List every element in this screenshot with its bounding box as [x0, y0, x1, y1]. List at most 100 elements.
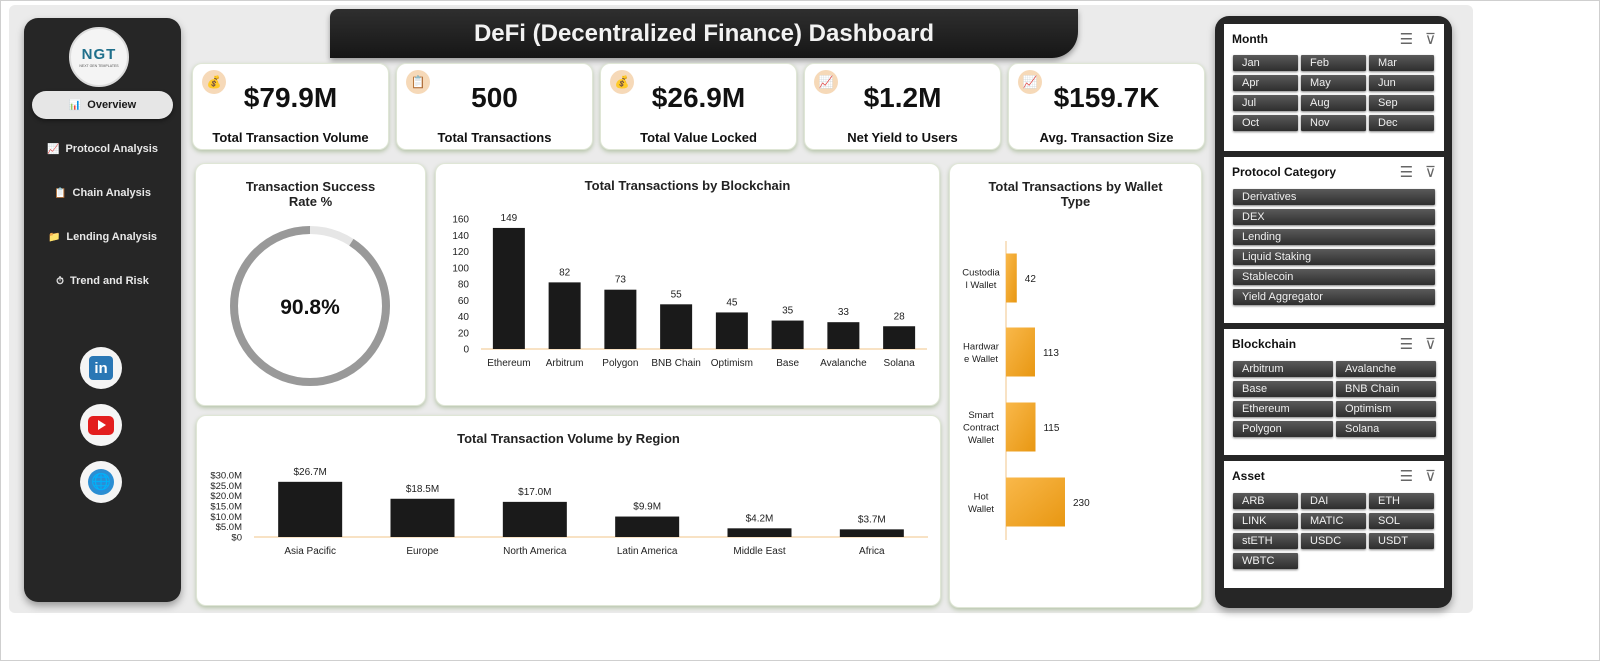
- slicer-item[interactable]: BNB Chain: [1336, 381, 1436, 397]
- sidebar-item-lending-analysis[interactable]: 📁 Lending Analysis: [32, 223, 173, 251]
- bar: [615, 516, 680, 537]
- slicer-item[interactable]: Solana: [1336, 421, 1436, 437]
- wallet-chart-title: Total Transactions by Wallet Type: [988, 179, 1163, 209]
- slicer-item[interactable]: Avalanche: [1336, 361, 1436, 377]
- bar: [1006, 402, 1036, 452]
- linkedin-button[interactable]: in: [80, 347, 122, 389]
- sidebar-item-chain-analysis[interactable]: 📋 Chain Analysis: [32, 179, 173, 207]
- slicer-item[interactable]: Oct: [1233, 115, 1298, 131]
- slicer-item[interactable]: MATIC: [1301, 513, 1366, 529]
- multi-select-icon[interactable]: ☰: [1399, 336, 1414, 353]
- slicer-item[interactable]: Liquid Staking: [1233, 249, 1435, 265]
- youtube-button[interactable]: [80, 404, 122, 446]
- y-tick-label: Custodia: [962, 267, 1000, 278]
- slicer-item[interactable]: Nov: [1301, 115, 1366, 131]
- sidebar-item-label: Protocol Analysis: [65, 143, 158, 155]
- logo-text: NGT: [81, 46, 117, 63]
- multi-select-icon[interactable]: ☰: [1399, 31, 1414, 48]
- slicer-item[interactable]: Optimism: [1336, 401, 1436, 417]
- y-tick-label: $20.0M: [210, 491, 242, 502]
- x-tick-label: Asia Pacific: [284, 546, 336, 557]
- slicer-item[interactable]: Yield Aggregator: [1233, 289, 1435, 305]
- slicer-item[interactable]: Derivatives: [1233, 189, 1435, 205]
- data-label: 28: [894, 311, 906, 322]
- bar: [492, 227, 525, 349]
- slicer-title: Protocol Category: [1232, 165, 1337, 179]
- wallet-bar-chart: 42 Custodia l Wallet 113 Hardwar e Wallet 115 S…: [962, 241, 1090, 540]
- sidebar-item-trend-and-risk[interactable]: ⏱ Trend and Risk: [32, 267, 173, 295]
- slicer-item[interactable]: Jul: [1233, 95, 1298, 111]
- slicer-item[interactable]: Lending: [1233, 229, 1435, 245]
- slicer-item[interactable]: ETH: [1369, 493, 1434, 509]
- kpi-label: Avg. Transaction Size: [1039, 130, 1174, 145]
- data-label: 42: [1025, 274, 1037, 285]
- logo-subtext: NEXT GEN TEMPLATES: [79, 64, 119, 68]
- x-tick-label: Middle East: [733, 546, 785, 557]
- slicer-toolbar: ☰ ⊽: [1400, 163, 1436, 181]
- slicer-item[interactable]: LINK: [1233, 513, 1298, 529]
- region-bar-chart: $0$5.0M$10.0M$15.0M$20.0M$25.0M$30.0M $26…: [210, 467, 928, 557]
- clear-filter-icon[interactable]: ⊽: [1425, 336, 1436, 353]
- kpi-label: Total Value Locked: [640, 130, 757, 145]
- slicer-item[interactable]: Polygon: [1233, 421, 1333, 437]
- slicer-item[interactable]: Mar: [1369, 55, 1434, 71]
- line-chart-icon: 📈: [47, 143, 60, 155]
- kpi-card: 📋 500 Total Transactions: [396, 63, 593, 150]
- slicer-item[interactable]: Jun: [1369, 75, 1434, 91]
- x-tick-label: North America: [503, 546, 567, 557]
- slicer-item[interactable]: DAI: [1301, 493, 1366, 509]
- slicer-item[interactable]: Aug: [1301, 95, 1366, 111]
- slicer-item[interactable]: Base: [1233, 381, 1333, 397]
- slicer-item[interactable]: USDC: [1301, 533, 1366, 549]
- slicer-item[interactable]: Feb: [1301, 55, 1366, 71]
- sidebar: NGT NEXT GEN TEMPLATES 📊 Overview 📈 Protoco…: [24, 18, 181, 602]
- slicer-item[interactable]: Sep: [1369, 95, 1434, 111]
- slicer-item[interactable]: Dec: [1369, 115, 1434, 131]
- slicer-item[interactable]: stETH: [1233, 533, 1298, 549]
- slicer-item[interactable]: SOL: [1369, 513, 1434, 529]
- blockchain-chart-title: Total Transactions by Blockchain: [584, 178, 791, 193]
- x-tick-label: Ethereum: [487, 358, 530, 369]
- kpi-label: Total Transactions: [437, 130, 552, 145]
- slicer-item[interactable]: Jan: [1233, 55, 1298, 71]
- sidebar-item-label: Lending Analysis: [66, 231, 158, 243]
- blockchain-bar-chart: 0 20 40 60 80 100 120 140 160 149 Ethereum 82 Arbitr…: [452, 213, 927, 369]
- slicer-month: Month ☰ ⊽ Jan Feb Mar Apr May Jun Jul Aug Sep Oct Nov…: [1224, 24, 1444, 151]
- line-chart-icon: 📈: [1018, 70, 1042, 94]
- y-tick-label: Wallet: [968, 504, 994, 515]
- folder-icon: 📁: [47, 231, 61, 243]
- slicer-item[interactable]: Ethereum: [1233, 401, 1333, 417]
- sidebar-item-protocol-analysis[interactable]: 📈 Protocol Analysis: [32, 135, 173, 163]
- slicer-item[interactable]: ARB: [1233, 493, 1298, 509]
- slicer-toolbar: ☰ ⊽: [1400, 30, 1436, 48]
- y-tick-label: 40: [458, 312, 470, 323]
- slicer-item[interactable]: May: [1301, 75, 1366, 91]
- clipboard-icon: 📋: [54, 187, 67, 199]
- region-chart-title: Total Transaction Volume by Region: [457, 431, 680, 446]
- bar: [727, 528, 792, 537]
- clear-filter-icon[interactable]: ⊽: [1425, 164, 1436, 181]
- sidebar-item-label: Overview: [87, 99, 137, 111]
- kpi-card: 💰 $79.9M Total Transaction Volume: [192, 63, 389, 150]
- slicer-item[interactable]: DEX: [1233, 209, 1435, 225]
- clear-filter-icon[interactable]: ⊽: [1425, 31, 1436, 48]
- website-button[interactable]: 🌐: [80, 461, 122, 503]
- success-rate-gauge: 90.8%: [230, 226, 390, 386]
- slicer-item[interactable]: WBTC: [1233, 553, 1298, 569]
- multi-select-icon[interactable]: ☰: [1399, 164, 1414, 181]
- y-tick-label: $15.0M: [210, 502, 242, 513]
- y-tick-label: e Wallet: [964, 354, 998, 365]
- y-tick-label: 20: [458, 328, 470, 339]
- sidebar-item-overview[interactable]: 📊 Overview: [32, 91, 173, 119]
- y-tick-label: $30.0M: [210, 471, 242, 482]
- multi-select-icon[interactable]: ☰: [1399, 468, 1414, 485]
- clear-filter-icon[interactable]: ⊽: [1425, 468, 1436, 485]
- slicer-item[interactable]: Arbitrum: [1233, 361, 1333, 377]
- x-tick-label: Arbitrum: [546, 358, 584, 369]
- slicer-item[interactable]: Apr: [1233, 75, 1298, 91]
- slicer-item[interactable]: USDT: [1369, 533, 1434, 549]
- kpi-value: 500: [471, 82, 518, 113]
- slicer-protocol-category: Protocol Category ☰ ⊽ Derivatives DEX Lending…: [1224, 157, 1444, 323]
- y-tick-label: Contract: [963, 423, 999, 434]
- slicer-item[interactable]: Stablecoin: [1233, 269, 1435, 285]
